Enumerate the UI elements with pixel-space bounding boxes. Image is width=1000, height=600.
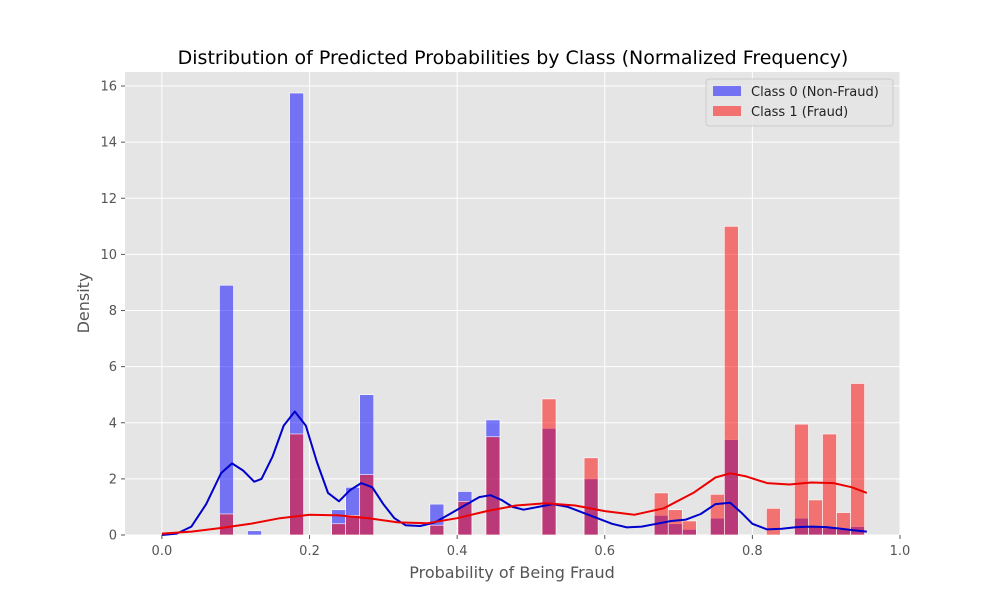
y-tick-label: 12 bbox=[100, 192, 117, 207]
class-1-bar bbox=[583, 457, 599, 536]
legend-box bbox=[705, 78, 894, 127]
class-1-bar bbox=[429, 524, 445, 536]
x-axis-ticks: 0.0 0.2 0.4 0.6 0.8 1.0 bbox=[152, 535, 911, 559]
class-0-bar bbox=[247, 530, 262, 536]
class-1-bar bbox=[766, 508, 781, 536]
class-0-kde-line bbox=[161, 410, 867, 536]
class-1-bar bbox=[485, 436, 501, 536]
y-tick-label: 6 bbox=[109, 360, 117, 375]
legend-label-class-1: Class 1 (Fraud) bbox=[751, 105, 848, 120]
class-1-bar bbox=[667, 509, 683, 536]
legend: Class 0 (Non-Fraud) Class 1 (Fraud) bbox=[705, 78, 894, 127]
class-1-bar bbox=[331, 523, 346, 536]
x-tick-label: 0.6 bbox=[594, 544, 615, 559]
y-tick-label: 2 bbox=[109, 472, 117, 487]
class-1-bar bbox=[794, 423, 809, 536]
class-1-bar bbox=[850, 383, 865, 536]
y-tick-label: 10 bbox=[100, 248, 117, 263]
y-tick-label: 4 bbox=[109, 416, 117, 431]
x-tick-label: 1.0 bbox=[890, 544, 911, 559]
y-axis-label: Density bbox=[74, 273, 93, 334]
plot-background bbox=[125, 72, 900, 535]
y-tick-label: 16 bbox=[100, 80, 117, 95]
legend-label-class-0: Class 0 (Non-Fraud) bbox=[751, 85, 879, 100]
legend-swatch-class-1 bbox=[713, 106, 741, 116]
class-1-bar bbox=[359, 474, 375, 536]
x-axis-label: Probability of Being Fraud bbox=[409, 563, 615, 582]
chart-title: Distribution of Predicted Probabilities … bbox=[178, 47, 849, 69]
class-1-bar bbox=[653, 492, 669, 536]
class-1-bar bbox=[541, 398, 557, 536]
class-1-bar bbox=[710, 494, 725, 536]
class-1-bar bbox=[289, 433, 304, 536]
y-tick-label: 0 bbox=[109, 529, 117, 544]
class-1-kde-line bbox=[161, 472, 868, 535]
class-1-bar bbox=[345, 515, 361, 536]
class-1-bar bbox=[681, 520, 697, 536]
x-tick-label: 0.2 bbox=[299, 544, 320, 559]
kde-curves bbox=[161, 410, 868, 536]
class-1-bar bbox=[808, 499, 823, 536]
class-1-bar bbox=[219, 513, 234, 536]
class-0-bar bbox=[219, 284, 234, 536]
x-tick-label: 0.0 bbox=[152, 544, 173, 559]
x-tick-label: 0.4 bbox=[447, 544, 468, 559]
legend-swatch-class-0 bbox=[713, 86, 741, 96]
x-tick-label: 0.8 bbox=[742, 544, 763, 559]
class-1-bar bbox=[836, 512, 851, 536]
grid-lines bbox=[125, 72, 901, 536]
y-axis-ticks: 0 2 4 6 8 10 12 14 16 bbox=[100, 80, 125, 544]
class-1-bar bbox=[724, 226, 739, 536]
class-1-bars bbox=[219, 226, 865, 536]
y-tick-label: 8 bbox=[109, 304, 117, 319]
y-tick-label: 14 bbox=[100, 136, 117, 151]
class-1-bar bbox=[822, 433, 837, 536]
